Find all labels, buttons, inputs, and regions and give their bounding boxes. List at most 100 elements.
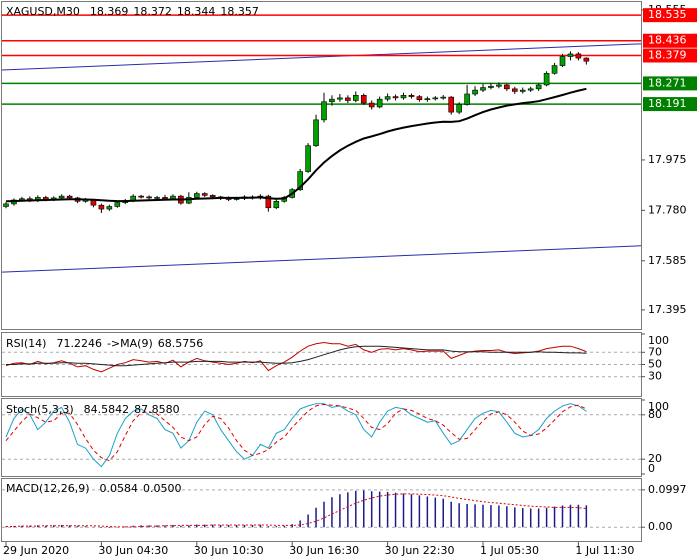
x-tick-label: 30 Jun 10:30 — [194, 544, 264, 557]
level-label: 18.191 — [648, 97, 687, 110]
level-label: 18.436 — [648, 34, 687, 47]
candle-body — [575, 53, 582, 59]
candle-body — [114, 202, 121, 207]
candle-body — [551, 65, 558, 74]
candle-body — [201, 193, 208, 196]
indicator-line — [5, 403, 587, 462]
y-tick-label: 17.395 — [648, 303, 687, 316]
y-tick-label: 50 — [648, 358, 662, 371]
y-tick-label: 17.585 — [648, 254, 687, 267]
x-tick-label: 1 Jul 05:30 — [480, 544, 539, 557]
indicator-line — [5, 341, 587, 373]
level-label: 18.379 — [648, 48, 687, 61]
panel-header: RSI(14) — [6, 337, 46, 350]
panel-header: ->MA(9) — [107, 337, 153, 350]
panel-header: MACD(12,26,9) — [6, 482, 90, 495]
main-panel-frame — [1, 1, 642, 330]
candle-body — [106, 206, 113, 210]
candle-body — [376, 98, 383, 108]
candle-body — [504, 84, 510, 90]
candle-body — [519, 89, 526, 92]
candle-body — [273, 201, 280, 209]
panel-header: XAGUSD,M30 — [6, 5, 80, 18]
panel-header: 18.369 — [90, 5, 129, 18]
y-tick-label: 20 — [648, 452, 662, 465]
candle-body — [146, 196, 152, 199]
candle-body — [559, 56, 566, 66]
candle-body — [265, 195, 272, 209]
candle-body — [194, 193, 200, 198]
candle-body — [424, 98, 431, 100]
y-tick-label: 70 — [648, 345, 662, 358]
level-label-box — [643, 33, 697, 48]
trend-line — [1, 245, 642, 273]
indicator-line — [6, 493, 587, 528]
candle-body — [496, 84, 502, 87]
level-label-box — [643, 8, 697, 23]
x-tick-label: 29 Jun 2020 — [3, 544, 69, 557]
candle-body — [527, 88, 534, 91]
candle-body — [66, 195, 73, 199]
panel-header: 18.344 — [177, 5, 216, 18]
y-tick-label: 17.975 — [648, 153, 687, 166]
candle-body — [472, 89, 478, 95]
candle-body — [368, 102, 375, 108]
candle-body — [511, 88, 518, 92]
panel-header: 18.372 — [133, 5, 172, 18]
candle-body — [297, 171, 303, 190]
y-tick-label: 17.780 — [648, 203, 687, 216]
panel-header: 0.0500 — [143, 482, 182, 495]
x-tick-label: 30 Jun 04:30 — [98, 544, 168, 557]
indicator-line — [6, 345, 587, 367]
x-tick-label: 1 Jul 11:30 — [575, 544, 634, 557]
candle-body — [400, 95, 407, 99]
moving-average — [5, 87, 587, 203]
y-tick-label: 100 — [648, 334, 669, 347]
candle-body — [567, 53, 574, 57]
candle-body — [321, 101, 327, 121]
y-tick-label: 30 — [648, 370, 662, 383]
candle-body — [440, 96, 447, 99]
panel-header: 0.0584 — [100, 482, 139, 495]
y-tick-label: 80 — [648, 408, 662, 421]
candle-body — [313, 119, 319, 147]
x-tick-label: 30 Jun 16:30 — [289, 544, 359, 557]
candle-body — [583, 57, 590, 62]
stoch-panel-frame — [1, 398, 642, 477]
candle-body — [329, 98, 335, 103]
y-tick-label: 0 — [648, 462, 655, 475]
candle-body — [337, 97, 343, 100]
y-tick-label: 100 — [648, 400, 669, 413]
level-label: 18.535 — [648, 8, 687, 21]
candle-body — [543, 73, 550, 86]
candle-body — [162, 197, 168, 200]
candle-body — [535, 84, 542, 90]
panel-header: Stoch(5,3,3) — [6, 403, 74, 416]
candle-body — [138, 195, 144, 198]
candle-body — [480, 87, 486, 91]
candle-body — [98, 204, 105, 210]
y-tick-label: 0.00 — [648, 520, 673, 533]
trend-line — [1, 43, 642, 71]
panel-header: 84.5842 — [84, 403, 130, 416]
level-label: 18.271 — [648, 76, 687, 89]
candle-body — [464, 93, 470, 105]
candle-body — [384, 96, 391, 100]
macd-panel-frame — [1, 478, 642, 542]
candle-body — [456, 104, 462, 113]
panel-header: 68.5756 — [158, 337, 204, 350]
candle-body — [154, 197, 160, 199]
candle-body — [416, 96, 423, 100]
panel-header: 18.357 — [220, 5, 259, 18]
y-tick-label: 0.0997 — [648, 483, 687, 496]
candle-body — [488, 85, 494, 88]
candle-body — [360, 95, 367, 104]
level-label-box — [643, 97, 697, 112]
candle-body — [392, 96, 399, 99]
candle-body — [58, 195, 65, 199]
level-label-box — [643, 76, 697, 91]
candle-body — [408, 95, 415, 97]
